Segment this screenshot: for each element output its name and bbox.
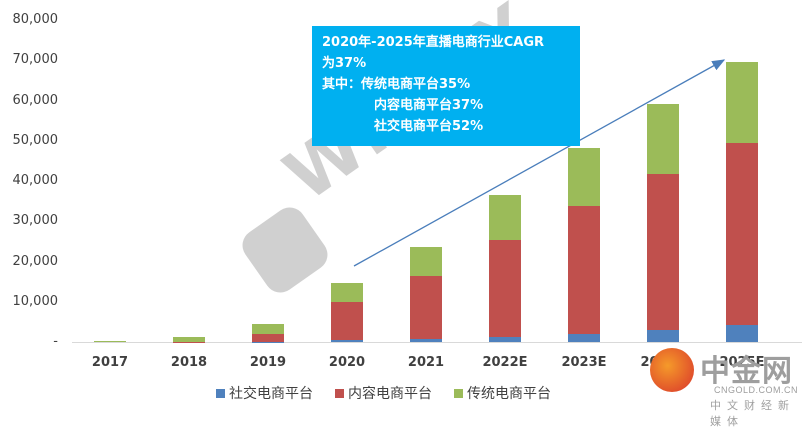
legend-swatch-icon (454, 389, 463, 398)
legend-label: 传统电商平台 (467, 383, 551, 403)
cngold-watermark: 中金网 CNGOLD.COM.CN 中文财经新媒体 (650, 348, 809, 420)
callout-line-1: 2020年-2025年直播电商行业CAGR (322, 32, 580, 53)
legend-label: 社交电商平台 (229, 383, 313, 403)
legend-item-traditional: 传统电商平台 (454, 383, 551, 403)
legend-swatch-icon (335, 389, 344, 398)
cngold-logo-icon (650, 348, 694, 392)
legend-label: 内容电商平台 (348, 383, 432, 403)
callout-line-5: 社交电商平台52% (322, 116, 580, 137)
callout-line-3: 其中：传统电商平台35% (322, 74, 580, 95)
legend-item-social: 社交电商平台 (216, 383, 313, 403)
cagr-callout: 2020年-2025年直播电商行业CAGR 为37% 其中：传统电商平台35% … (312, 26, 580, 146)
callout-line-4: 内容电商平台37% (322, 95, 580, 116)
cngold-subtitle: 中文财经新媒体 (710, 397, 809, 429)
legend-item-content: 内容电商平台 (335, 383, 432, 403)
legend-swatch-icon (216, 389, 225, 398)
legend: 社交电商平台 内容电商平台 传统电商平台 (216, 383, 551, 403)
cngold-url: CNGOLD.COM.CN (714, 385, 798, 395)
cngold-name: 中金网 (700, 346, 793, 390)
callout-line-2: 为37% (322, 53, 580, 74)
